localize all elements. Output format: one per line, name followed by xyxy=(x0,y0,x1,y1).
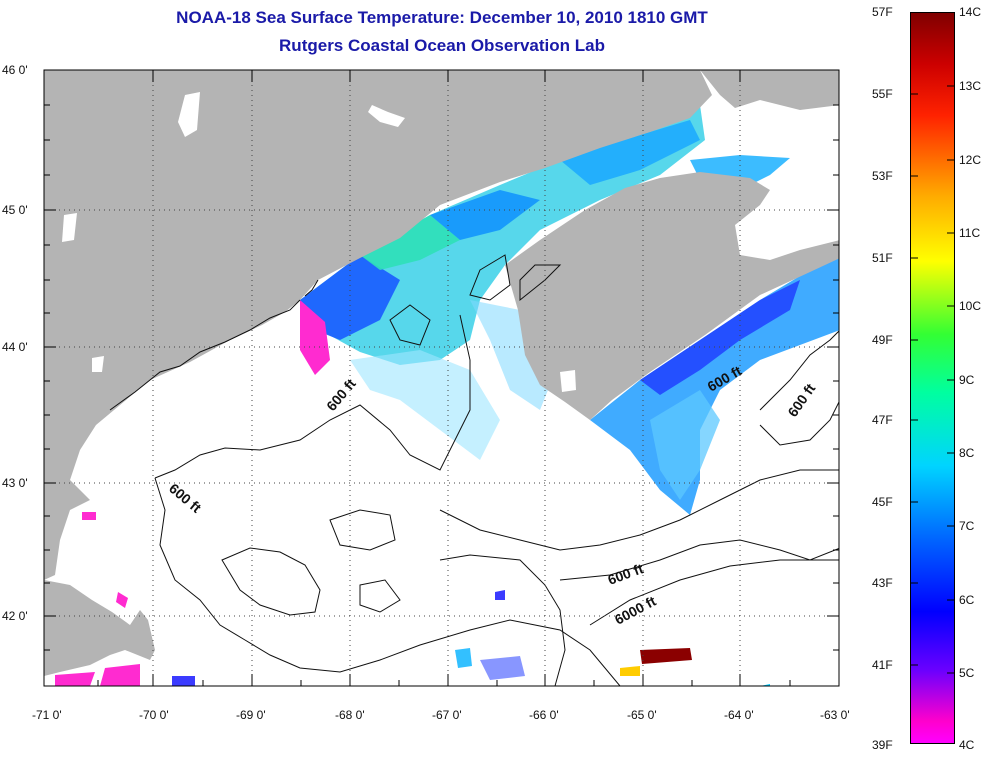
lon-label: -67 0' xyxy=(432,708,462,722)
colorbar-label-f: 57F xyxy=(872,5,893,19)
colorbar-label-c: 7C xyxy=(959,519,975,533)
colorbar-label-f: 51F xyxy=(872,251,893,265)
colorbar-label-f: 49F xyxy=(872,333,893,347)
map-frame xyxy=(43,69,840,687)
colorbar-label-f: 47F xyxy=(872,413,893,427)
lon-label: -69 0' xyxy=(236,708,266,722)
colorbar-label-c: 4C xyxy=(959,738,975,752)
colorbar-label-c: 5C xyxy=(959,666,975,680)
axis-ticks xyxy=(43,69,840,686)
lat-label: 44 0' xyxy=(2,340,28,354)
map-title: NOAA-18 Sea Surface Temperature: Decembe… xyxy=(176,8,708,27)
temperature-colorbar xyxy=(910,12,955,744)
map-subtitle: Rutgers Coastal Ocean Observation Lab xyxy=(279,36,605,55)
lon-label: -64 0' xyxy=(724,708,754,722)
colorbar-label-c: 8C xyxy=(959,446,975,460)
colorbar-label-c: 9C xyxy=(959,373,975,387)
colorbar-label-f: 53F xyxy=(872,169,893,183)
colorbar-label-c: 11C xyxy=(959,226,981,240)
land xyxy=(44,70,839,676)
lat-label: 45 0' xyxy=(2,203,28,217)
lat-label: 43 0' xyxy=(2,476,28,490)
colorbar-label-f: 39F xyxy=(872,738,893,752)
colorbar-label-c: 6C xyxy=(959,593,975,607)
colorbar-label-c: 13C xyxy=(959,79,982,93)
colorbar-label-c: 10C xyxy=(959,299,982,313)
colorbar-label-f: 55F xyxy=(872,87,893,101)
lat-label: 46 0' xyxy=(2,63,28,77)
coastline xyxy=(109,279,319,411)
bathymetry-contours xyxy=(154,254,839,686)
lon-label: -66 0' xyxy=(529,708,559,722)
colorbar-label-c: 12C xyxy=(959,153,982,167)
lon-label: -65 0' xyxy=(627,708,657,722)
lon-label: -63 0' xyxy=(820,708,850,722)
colorbar-label-f: 41F xyxy=(872,658,893,672)
lat-label: 42 0' xyxy=(2,609,28,623)
colorbar-label-c: 14C xyxy=(959,5,982,19)
lon-label: -70 0' xyxy=(139,708,169,722)
colorbar-label-f: 45F xyxy=(872,495,893,509)
colorbar-label-f: 43F xyxy=(872,576,893,590)
lon-label: -68 0' xyxy=(335,708,365,722)
lon-label: -71 0' xyxy=(32,708,62,722)
